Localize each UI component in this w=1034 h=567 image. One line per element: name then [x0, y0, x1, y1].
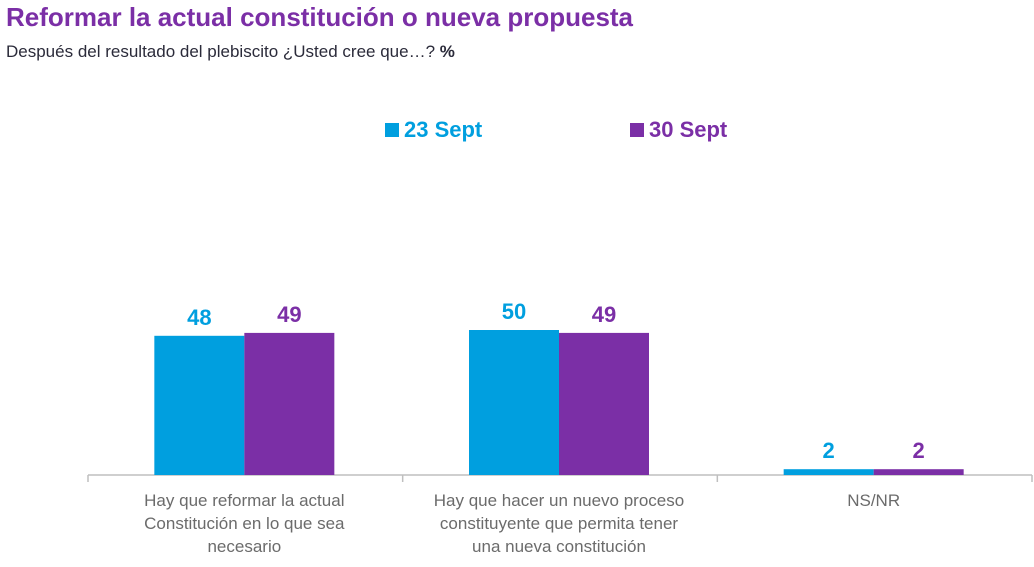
legend-label-series2: 30 Sept: [649, 117, 728, 142]
data-label: 49: [592, 302, 616, 327]
bar-30-sept-0: [244, 332, 335, 475]
category-label: una nueva constitución: [472, 537, 646, 556]
legend-item-series1: 23 Sept: [385, 117, 482, 143]
category-label: Hay que reformar la actual: [144, 491, 344, 510]
subtitle-text: Después del resultado del plebiscito ¿Us…: [6, 42, 436, 61]
category-label: Constitución en lo que sea: [144, 514, 345, 533]
category-label: necesario: [207, 537, 281, 556]
legend-label-series1: 23 Sept: [404, 117, 483, 142]
bar-30-sept-1: [559, 332, 649, 475]
data-label: 49: [277, 302, 301, 327]
data-label: 2: [913, 438, 925, 463]
bar-23-sept-1: [469, 330, 559, 475]
legend-item-series2: 30 Sept: [630, 117, 727, 143]
data-label: 48: [187, 305, 211, 330]
bar-23-sept-0: [154, 335, 245, 475]
data-label: 2: [823, 438, 835, 463]
category-label: constituyente que permita tener: [440, 514, 678, 533]
bar-30-sept-2: [873, 469, 964, 475]
bar-23-sept-2: [783, 469, 874, 475]
data-label: 50: [502, 299, 526, 324]
subtitle-unit: %: [439, 42, 455, 61]
category-label: Hay que hacer un nuevo proceso: [434, 491, 684, 510]
chart-subtitle: Después del resultado del plebiscito ¿Us…: [6, 42, 455, 62]
legend-swatch-series1: [385, 123, 399, 137]
category-label: NS/NR: [847, 491, 900, 510]
chart-title: Reformar la actual constitución o nueva …: [6, 2, 634, 32]
legend-swatch-series2: [630, 123, 644, 137]
